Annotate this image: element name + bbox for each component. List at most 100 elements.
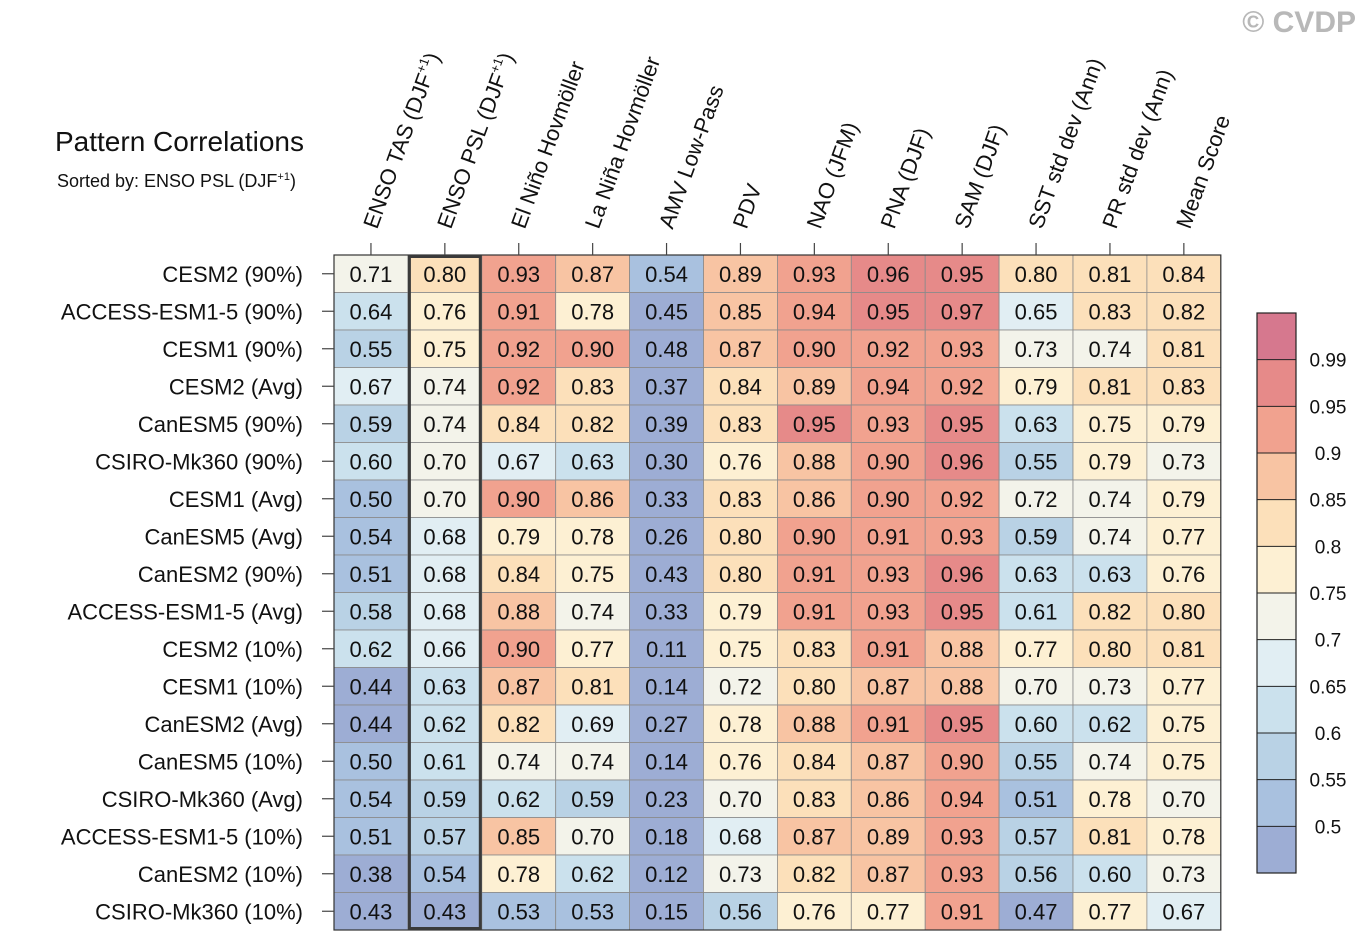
- colorbar-swatch: [1257, 359, 1296, 407]
- cell-value-label: 0.86: [793, 487, 836, 512]
- cell-value-label: 0.92: [497, 337, 540, 362]
- heatmap-cell: [777, 254, 852, 293]
- cell-value-label: 0.73: [719, 862, 762, 887]
- cell-value-label: 0.74: [497, 749, 540, 774]
- heatmap-cell: [407, 404, 483, 443]
- colorbar-swatch: [1257, 453, 1296, 500]
- heatmap-cell: [850, 554, 926, 593]
- heatmap-cell: [1146, 404, 1222, 443]
- cell-value-label: 0.79: [1015, 374, 1058, 399]
- cell-value-label: 0.50: [350, 749, 393, 774]
- cell-value-label: 0.80: [423, 262, 466, 287]
- cell-value-label: 0.76: [1162, 562, 1205, 587]
- cell-value-label: 0.91: [497, 299, 540, 324]
- cell-value-label: 0.53: [571, 899, 614, 924]
- cell-value-label: 0.87: [793, 824, 836, 849]
- heatmap-cell: [703, 892, 778, 931]
- heatmap-cell: [481, 779, 557, 818]
- heatmap-cell: [1146, 667, 1222, 706]
- cell-value-label: 0.73: [1015, 337, 1058, 362]
- cell-value-label: 0.88: [941, 674, 984, 699]
- heatmap-cell: [407, 479, 483, 518]
- cell-value-label: 0.74: [1089, 524, 1132, 549]
- row-label: CSIRO-Mk360 (10%): [95, 899, 303, 924]
- heatmap-cell: [924, 404, 1000, 443]
- cell-value-label: 0.91: [867, 524, 910, 549]
- cell-value-label: 0.77: [1015, 637, 1058, 662]
- chart-title: Pattern Correlations: [55, 126, 305, 157]
- heatmap-cell: [998, 742, 1074, 781]
- heatmap-cell: [924, 854, 1000, 893]
- cell-value-label: 0.79: [719, 599, 762, 624]
- cell-value-label: 0.37: [645, 374, 688, 399]
- cell-value-label: 0.81: [1089, 374, 1132, 399]
- heatmap-cell: [407, 329, 483, 368]
- cell-value-label: 0.47: [1015, 899, 1058, 924]
- row-label: CESM1 (90%): [162, 337, 303, 362]
- heatmap-cell: [1072, 442, 1148, 481]
- cell-value-label: 0.73: [1162, 449, 1205, 474]
- cell-value-label: 0.93: [793, 262, 836, 287]
- heatmap-cell: [998, 817, 1074, 856]
- colorbar-border: [1256, 312, 1297, 874]
- row-label: CSIRO-Mk360 (90%): [95, 449, 303, 474]
- column-label: NAO (JFM): [802, 119, 864, 232]
- heatmap-cell: [1146, 742, 1222, 781]
- cell-value-label: 0.45: [645, 299, 688, 324]
- cell-value-label: 0.14: [645, 749, 688, 774]
- column-label: PNA (DJF): [875, 124, 934, 231]
- cell-value-label: 0.62: [350, 637, 393, 662]
- cell-value-label: 0.92: [941, 487, 984, 512]
- heatmap-cell: [703, 592, 778, 631]
- heatmap-cell: [998, 367, 1074, 406]
- cell-value-label: 0.87: [571, 262, 614, 287]
- cell-value-label: 0.73: [1162, 862, 1205, 887]
- cell-value-label: 0.91: [793, 599, 836, 624]
- cell-value-label: 0.77: [1162, 674, 1205, 699]
- cell-value-label: 0.78: [719, 712, 762, 737]
- cell-value-label: 0.88: [941, 637, 984, 662]
- cell-value-label: 0.89: [793, 374, 836, 399]
- cell-value-label: 0.87: [719, 337, 762, 362]
- row-label: CanESM2 (Avg): [144, 712, 303, 737]
- cell-value-label: 0.76: [793, 899, 836, 924]
- heatmap-cell: [333, 854, 409, 893]
- heatmap-cell: [629, 817, 704, 856]
- cell-value-label: 0.96: [941, 562, 984, 587]
- column-label: SAM (DJF): [949, 121, 1010, 232]
- heatmap-cell: [333, 404, 409, 443]
- cell-value-label: 0.82: [793, 862, 836, 887]
- cell-value-label: 0.91: [867, 637, 910, 662]
- heatmap-cell: [555, 592, 631, 631]
- cell-value-label: 0.95: [941, 599, 984, 624]
- cell-value-label: 0.90: [793, 337, 836, 362]
- heatmap-cell: [333, 329, 409, 368]
- column-label: PDV: [728, 180, 767, 231]
- cell-value-label: 0.18: [645, 824, 688, 849]
- watermark: © CVDP: [1242, 6, 1356, 39]
- cell-value-label: 0.93: [867, 599, 910, 624]
- cell-value-label: 0.70: [571, 824, 614, 849]
- column-label: SST std dev (Ann): [1023, 55, 1108, 232]
- row-label: CanESM5 (90%): [138, 412, 303, 437]
- cell-value-label: 0.14: [645, 674, 688, 699]
- cell-value-label: 0.95: [867, 299, 910, 324]
- heatmap-cell: [703, 779, 778, 818]
- cell-value-label: 0.67: [1162, 899, 1205, 924]
- heatmap-cell: [777, 442, 852, 481]
- colorbar-label: 0.65: [1310, 677, 1347, 698]
- cell-value-label: 0.30: [645, 449, 688, 474]
- heatmap-cell: [1146, 704, 1222, 743]
- cell-value-label: 0.59: [423, 787, 466, 812]
- cell-value-label: 0.72: [1015, 487, 1058, 512]
- cell-value-label: 0.43: [350, 899, 393, 924]
- heatmap-cell: [555, 704, 631, 743]
- cell-value-label: 0.79: [1089, 449, 1132, 474]
- heatmap-cell: [1072, 329, 1148, 368]
- row-label: CanESM2 (90%): [138, 562, 303, 587]
- row-label: CESM1 (Avg): [169, 487, 303, 512]
- colorbar-label: 0.85: [1310, 491, 1347, 512]
- heatmap-cell: [481, 479, 557, 518]
- row-label: CanESM2 (10%): [138, 862, 303, 887]
- cell-value-label: 0.15: [645, 899, 688, 924]
